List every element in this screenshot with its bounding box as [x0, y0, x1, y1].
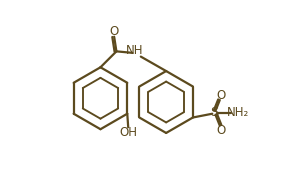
- Text: O: O: [216, 124, 226, 137]
- Text: NH₂: NH₂: [226, 106, 249, 119]
- Text: O: O: [110, 25, 119, 38]
- Text: NH: NH: [126, 43, 144, 57]
- Text: O: O: [216, 89, 226, 102]
- Text: S: S: [210, 106, 219, 119]
- Text: OH: OH: [119, 126, 137, 139]
